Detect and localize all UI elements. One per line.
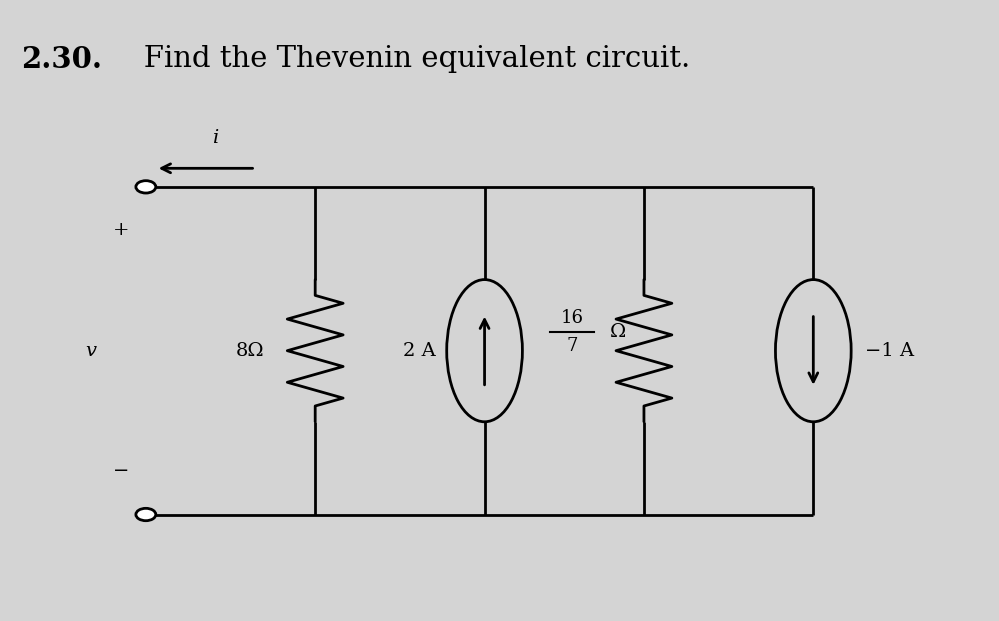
Text: 2.30.: 2.30. — [21, 45, 102, 74]
Text: 8Ω: 8Ω — [236, 342, 265, 360]
Ellipse shape — [775, 279, 851, 422]
Text: v: v — [86, 342, 97, 360]
Ellipse shape — [447, 279, 522, 422]
Text: Find the Thevenin equivalent circuit.: Find the Thevenin equivalent circuit. — [116, 45, 690, 73]
Text: i: i — [213, 129, 219, 147]
Text: −: − — [113, 462, 129, 480]
Circle shape — [136, 181, 156, 193]
Text: 16: 16 — [560, 309, 583, 327]
Text: +: + — [113, 221, 129, 239]
Text: 7: 7 — [566, 337, 577, 355]
Text: −1 A: −1 A — [865, 342, 914, 360]
Circle shape — [136, 509, 156, 520]
Text: 2 A: 2 A — [404, 342, 437, 360]
Text: Ω: Ω — [610, 323, 626, 341]
